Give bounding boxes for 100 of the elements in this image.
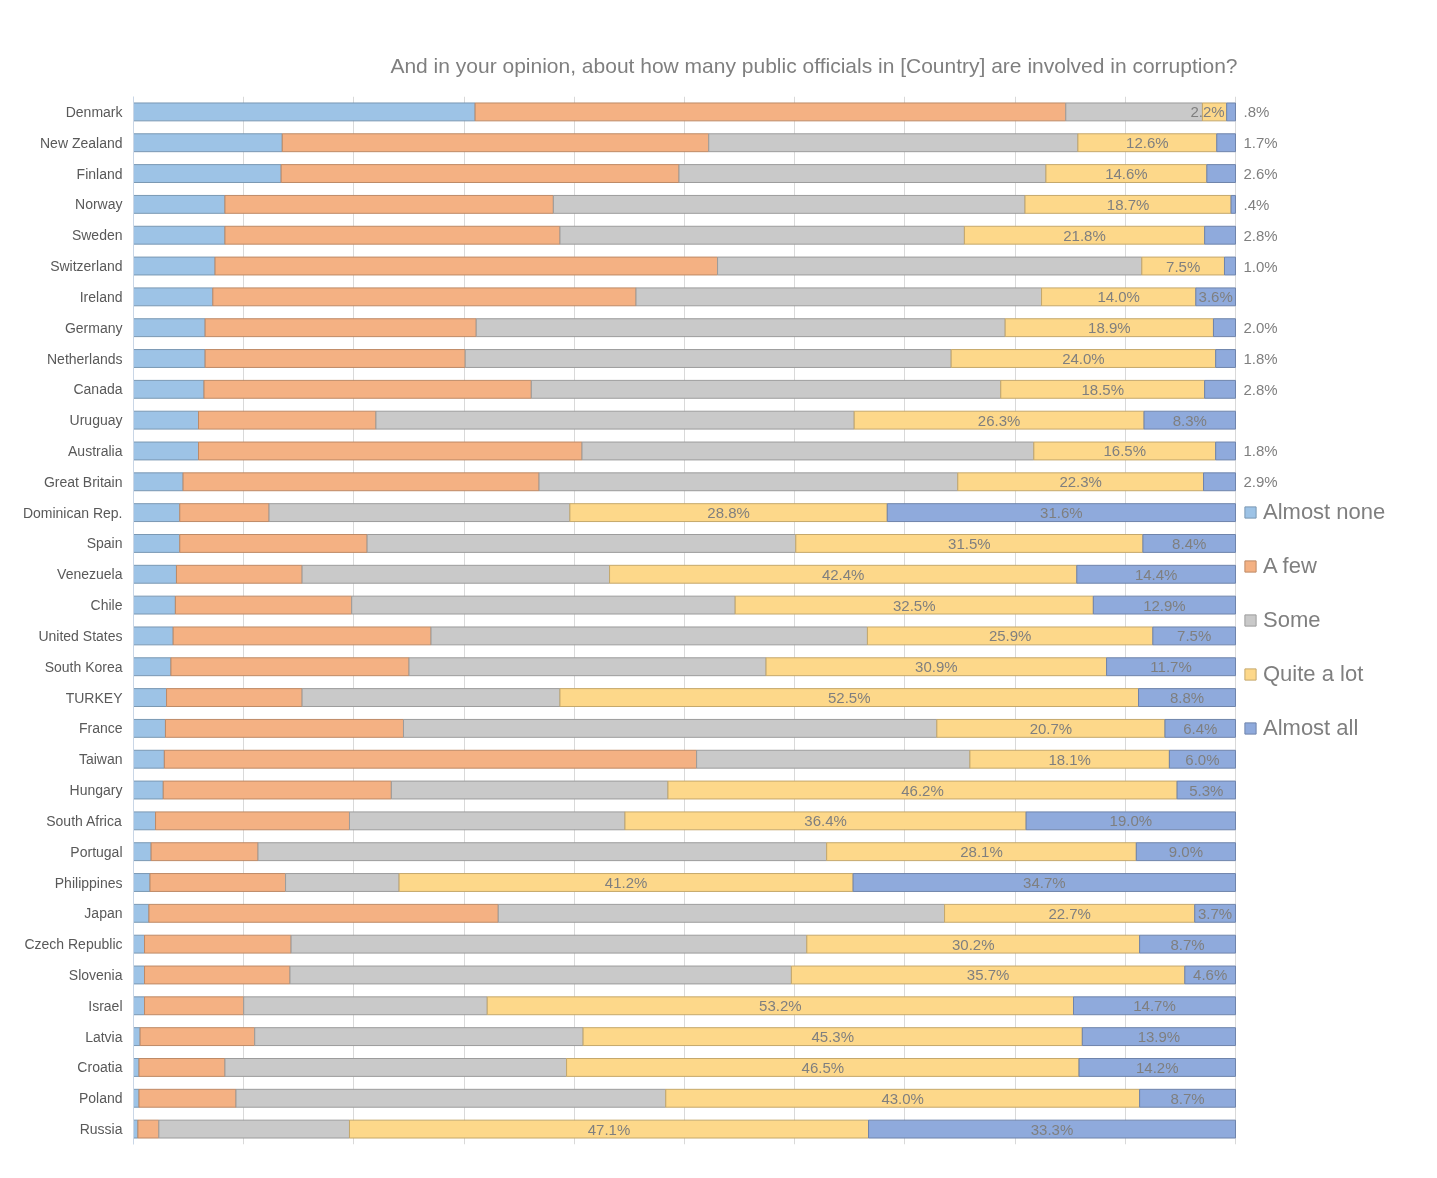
bar: [475, 318, 1006, 338]
bar: [868, 1119, 1236, 1139]
data-label: 6.4%: [1183, 719, 1218, 737]
bar: [133, 287, 214, 307]
bar: [734, 595, 1094, 615]
bar: [150, 842, 259, 862]
bar: [1203, 472, 1236, 492]
bar: [1004, 318, 1214, 338]
bar: [665, 1088, 1141, 1108]
bar: [852, 873, 1236, 892]
data-label: 47.1%: [587, 1120, 631, 1138]
bar: [765, 657, 1108, 677]
data-label: .4%: [1243, 195, 1270, 213]
bar: [133, 811, 157, 831]
bar: [366, 534, 797, 553]
bar: [133, 965, 146, 985]
bar: [1206, 164, 1236, 183]
bar: [155, 811, 350, 831]
bar: [1216, 133, 1236, 153]
bar: [963, 225, 1206, 245]
bar: [254, 1027, 584, 1047]
data-label: 8.7%: [1170, 935, 1205, 953]
bar: [133, 441, 200, 461]
data-label: 46.2%: [901, 781, 944, 799]
bar: [243, 996, 488, 1016]
bar: [1141, 256, 1225, 276]
bar: [133, 657, 172, 677]
data-label: 2.9%: [1243, 473, 1278, 491]
bar: [301, 688, 561, 707]
data-label: 26.3%: [977, 411, 1021, 429]
data-label: 53.2%: [759, 997, 802, 1015]
data-label: 25.9%: [988, 627, 1032, 645]
bar: [708, 133, 1079, 153]
bar: [1142, 534, 1236, 553]
y-tick-label: New Zealand: [40, 134, 123, 151]
data-label: 33.3%: [1030, 1120, 1074, 1138]
bar: [486, 996, 1075, 1016]
bar: [133, 780, 164, 800]
bar: [280, 164, 680, 183]
y-tick-label: Great Britain: [43, 473, 123, 490]
bar: [717, 256, 1143, 276]
data-label: 43.0%: [881, 1089, 924, 1107]
data-label: 18.1%: [1048, 750, 1091, 768]
y-tick-label: Poland: [78, 1090, 123, 1107]
bar: [678, 164, 1047, 183]
bar: [969, 749, 1170, 769]
y-tick-label: Dominican Rep.: [22, 504, 123, 521]
bar: [853, 410, 1145, 430]
bar: [281, 133, 710, 153]
y-tick-label: United States: [38, 627, 123, 644]
bar: [1000, 379, 1206, 399]
bar: [166, 688, 303, 707]
bar: [348, 1119, 870, 1139]
data-label: 3.6%: [1198, 288, 1233, 306]
bar: [133, 379, 205, 399]
bar: [214, 256, 719, 276]
bar: [559, 225, 965, 245]
bar: [138, 1088, 237, 1108]
bar: [144, 934, 292, 954]
bar: [1139, 1088, 1236, 1108]
data-label: 1.8%: [1243, 442, 1278, 460]
y-tick-label: Uruguay: [69, 412, 123, 429]
data-label: 6.0%: [1185, 750, 1220, 768]
bar: [667, 780, 1178, 800]
bar: [806, 934, 1141, 954]
data-label: 1.7%: [1243, 134, 1278, 152]
bar: [133, 410, 200, 430]
data-label: 2.8%: [1243, 380, 1278, 398]
data-label: 28.1%: [960, 843, 1003, 861]
bar: [235, 1088, 667, 1108]
bar: [158, 1119, 350, 1139]
y-tick-label: Germany: [64, 319, 123, 336]
legend-label: A few: [1263, 553, 1317, 579]
y-tick-label: Switzerland: [50, 258, 123, 275]
bar: [1230, 194, 1236, 214]
bar: [182, 472, 540, 492]
bar: [348, 811, 626, 831]
bar: [790, 965, 1186, 985]
legend-label: Some: [1263, 607, 1321, 633]
data-label: 1.0%: [1243, 257, 1278, 275]
data-label: 8.4%: [1172, 534, 1207, 552]
y-tick-label: Philippines: [54, 874, 123, 891]
bar: [212, 287, 637, 307]
bar: [133, 564, 177, 584]
legend-label: Almost none: [1263, 499, 1386, 525]
bar: [224, 225, 561, 245]
data-label: 2.8%: [1243, 226, 1278, 244]
bar: [1204, 225, 1236, 245]
bar: [1106, 657, 1236, 677]
bar: [1078, 1058, 1236, 1077]
bar: [133, 133, 283, 153]
y-tick-label: Denmark: [65, 103, 124, 120]
bar: [257, 842, 828, 862]
bar: [569, 503, 888, 523]
y-tick-label: Sweden: [71, 227, 123, 244]
bar: [1073, 996, 1236, 1016]
data-label: 31.5%: [948, 534, 991, 552]
bar: [950, 349, 1217, 368]
y-tick-label: Latvia: [85, 1028, 123, 1045]
data-label: 2.6%: [1243, 165, 1278, 183]
